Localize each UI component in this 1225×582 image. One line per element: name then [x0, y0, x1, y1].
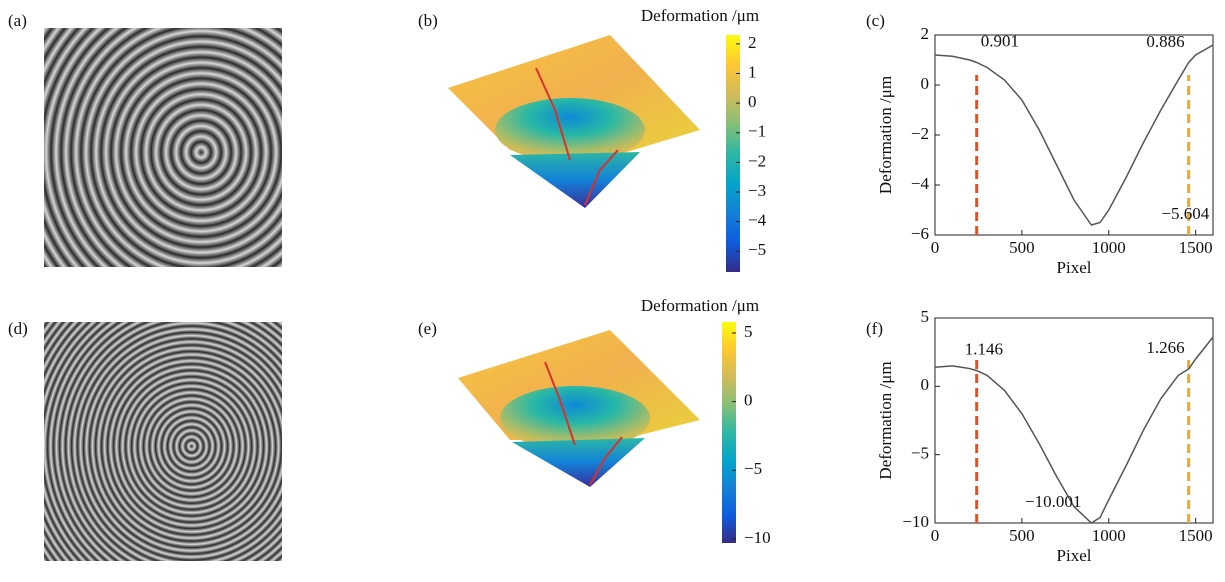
panel-label: (e)	[418, 319, 437, 338]
colorbar-title: Deformation /μm	[641, 6, 759, 25]
y-tick-label: −2	[911, 124, 929, 143]
x-tick-label: 0	[931, 238, 940, 257]
panel-label: (d)	[8, 319, 28, 338]
y-tick-label: 0	[921, 375, 930, 394]
y-axis-label: Deformation /μm	[876, 76, 895, 194]
annotation: −5.604	[1161, 204, 1209, 223]
x-axis-label: Pixel	[1057, 258, 1092, 277]
x-tick-label: 1500	[1179, 526, 1213, 545]
x-tick-label: 0	[931, 526, 940, 545]
x-tick-label: 500	[1009, 526, 1035, 545]
colorbar-tick-label: −10	[744, 528, 771, 547]
x-axis-label: Pixel	[1057, 546, 1092, 565]
annotation: −10.001	[1025, 492, 1081, 511]
plot-frame	[934, 317, 1214, 524]
annotation: 1.266	[1146, 338, 1184, 357]
y-axis-label: Deformation /μm	[876, 361, 895, 479]
surface-plot	[458, 330, 700, 487]
y-tick-label: −5	[911, 444, 929, 463]
colorbar-tick-label: −4	[748, 211, 767, 230]
colorbar	[722, 322, 736, 543]
line	[934, 336, 1214, 524]
colorbar-tick-label: 0	[748, 92, 757, 111]
y-tick-label: 5	[921, 307, 930, 326]
panel-label: (f)	[866, 319, 883, 338]
y-tick-label: −10	[902, 512, 929, 531]
y-tick-label: 2	[921, 24, 930, 43]
y-tick-label: −6	[911, 224, 929, 243]
colorbar-tick-label: −3	[748, 181, 766, 200]
surface-plot	[448, 35, 700, 208]
annotation: 0.901	[981, 31, 1019, 50]
colorbar-tick-label: −5	[744, 459, 762, 478]
colorbar-title: Deformation /μm	[641, 296, 759, 315]
colorbar-tick-label: 5	[744, 322, 753, 341]
fringe-image	[44, 322, 282, 561]
colorbar-tick-label: −5	[748, 240, 766, 259]
x-tick-label: 1000	[1092, 526, 1126, 545]
line	[934, 44, 1214, 226]
y-tick-label: −4	[911, 174, 930, 193]
colorbar-tick-label: 0	[744, 391, 753, 410]
x-tick-label: 1000	[1092, 238, 1126, 257]
x-tick-label: 1500	[1179, 238, 1213, 257]
panel-label: (c)	[866, 11, 885, 30]
panel-label: (a)	[8, 11, 27, 30]
annotation: 1.146	[965, 340, 1003, 359]
y-tick-label: 0	[921, 74, 930, 93]
panel-label: (b)	[418, 11, 438, 30]
colorbar-tick-label: −2	[748, 151, 766, 170]
colorbar-tick-label: 1	[748, 62, 757, 81]
colorbar-tick-label: −1	[748, 122, 766, 141]
annotation: 0.886	[1146, 32, 1184, 51]
fringe-image	[44, 28, 282, 267]
colorbar	[726, 35, 740, 272]
colorbar-tick-label: 2	[748, 33, 757, 52]
x-tick-label: 500	[1009, 238, 1035, 257]
